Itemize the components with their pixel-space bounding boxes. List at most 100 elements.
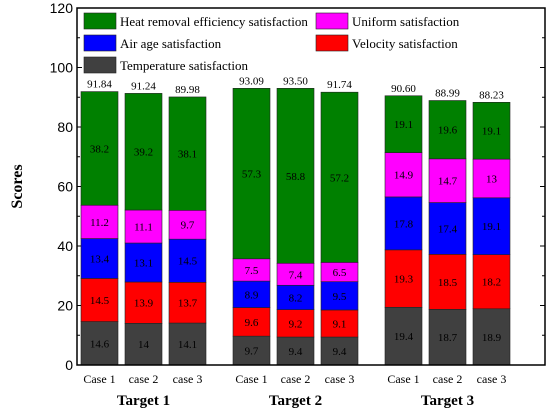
segment-value-label: 6.5 xyxy=(333,267,347,279)
bar-total-label: 89.98 xyxy=(175,84,200,96)
bar-segment-uniform-satisfaction xyxy=(168,210,207,240)
segment-value-label: 7.5 xyxy=(245,265,259,277)
segment-value-label: 19.1 xyxy=(482,221,501,233)
legend-label: Uniform satisfaction xyxy=(352,14,460,29)
segment-value-label: 19.3 xyxy=(394,274,414,286)
bar-segment-temperature-satisfaction xyxy=(232,335,271,366)
legend-swatch-heat-removal-efficiency-satisfaction xyxy=(83,12,117,30)
bar-segment-uniform-satisfaction xyxy=(472,158,511,199)
y-tick-label: 80 xyxy=(57,119,73,135)
bar-segment-heat-removal-efficiency-satisfaction xyxy=(276,88,315,264)
segment-value-label: 9.5 xyxy=(333,291,347,303)
bar-segment-uniform-satisfaction xyxy=(428,158,467,203)
segment-value-label: 39.2 xyxy=(134,147,153,159)
bar-segment-temperature-satisfaction xyxy=(428,309,467,366)
bar-segment-temperature-satisfaction xyxy=(124,323,163,366)
bar-segment-velocity-satisfaction xyxy=(124,281,163,324)
bar-segment-velocity-satisfaction xyxy=(80,278,119,322)
x-category-label: Case 1 xyxy=(235,372,267,386)
segment-value-label: 19.1 xyxy=(482,126,501,138)
y-tick-label: 60 xyxy=(57,179,73,195)
bar-total-label: 88.23 xyxy=(479,89,504,101)
bar-segment-heat-removal-efficiency-satisfaction xyxy=(384,95,423,153)
segment-value-label: 9.7 xyxy=(245,346,259,358)
x-group-label: Target 3 xyxy=(421,393,474,409)
segment-value-label: 18.5 xyxy=(438,277,458,289)
x-category-label: Case 1 xyxy=(83,372,115,386)
bar-segment-air-age-satisfaction xyxy=(428,202,467,255)
bar-segment-air-age-satisfaction xyxy=(320,281,359,311)
bar-total-label: 93.09 xyxy=(239,75,264,87)
segment-value-label: 18.7 xyxy=(438,332,458,344)
bar-segment-air-age-satisfaction xyxy=(168,238,207,283)
segment-value-label: 13 xyxy=(486,173,498,185)
bar-segment-velocity-satisfaction xyxy=(428,254,467,310)
legend-label: Air age satisfaction xyxy=(120,36,222,51)
bar-segment-temperature-satisfaction xyxy=(276,336,315,366)
y-axis-ticks: 0 20 40 60 80 100 120 xyxy=(50,0,545,373)
segment-value-label: 8.2 xyxy=(289,292,303,304)
bar-segment-velocity-satisfaction xyxy=(320,309,359,338)
y-axis-title-group: Scores xyxy=(9,164,26,208)
bar-segment-heat-removal-efficiency-satisfaction xyxy=(320,91,359,263)
bar-segment-temperature-satisfaction xyxy=(384,306,423,366)
legend-label: Temperature satisfaction xyxy=(120,58,248,73)
legend-swatch-uniform-satisfaction xyxy=(315,12,349,30)
segment-value-label: 9.4 xyxy=(289,346,303,358)
plot-frame xyxy=(76,7,546,366)
bar-segment-velocity-satisfaction xyxy=(472,254,511,310)
segment-value-label: 11.1 xyxy=(134,222,153,234)
bar-total-label: 91.84 xyxy=(87,79,112,91)
segment-value-label: 14.7 xyxy=(438,176,458,188)
bar-segment-velocity-satisfaction xyxy=(168,281,207,324)
bar-segment-air-age-satisfaction xyxy=(80,238,119,279)
bar-segment-heat-removal-efficiency-satisfaction xyxy=(80,91,119,206)
segment-value-label: 9.1 xyxy=(333,318,347,330)
segment-value-label: 14.5 xyxy=(90,295,110,307)
x-category-label: case 3 xyxy=(477,372,507,386)
y-tick-label: 120 xyxy=(50,0,74,16)
segment-value-label: 8.9 xyxy=(245,289,259,301)
segment-value-label: 18.2 xyxy=(482,277,501,289)
x-category-label: case 2 xyxy=(129,372,159,386)
bar-segment-air-age-satisfaction xyxy=(472,197,511,255)
x-category-label: case 3 xyxy=(173,372,203,386)
bar-segment-temperature-satisfaction xyxy=(80,321,119,366)
bar-segment-heat-removal-efficiency-satisfaction xyxy=(124,93,163,211)
segment-value-label: 9.7 xyxy=(181,220,195,232)
bar-total-label: 91.74 xyxy=(327,79,352,91)
bar-segment-temperature-satisfaction xyxy=(472,308,511,366)
x-category-label: case 2 xyxy=(281,372,311,386)
legend-swatch-velocity-satisfaction xyxy=(315,34,349,52)
segment-value-label: 57.3 xyxy=(242,169,262,181)
bar-total-label: 93.50 xyxy=(283,75,308,87)
segment-value-label: 14.5 xyxy=(178,256,198,268)
segment-value-label: 38.1 xyxy=(178,149,197,161)
segment-value-label: 18.9 xyxy=(482,332,502,344)
bar-segment-air-age-satisfaction xyxy=(232,280,271,308)
segment-value-label: 7.4 xyxy=(289,269,303,281)
bar-total-label: 88.99 xyxy=(435,88,460,100)
y-tick-label: 0 xyxy=(65,357,73,373)
bar-segment-uniform-satisfaction xyxy=(124,209,163,244)
x-group-label: Target 2 xyxy=(269,393,322,409)
segment-value-label: 19.6 xyxy=(438,125,458,137)
segment-value-label: 13.1 xyxy=(134,258,153,270)
legend-label: Velocity satisfaction xyxy=(352,36,458,51)
legend-label: Heat removal efficiency satisfaction xyxy=(120,14,308,29)
y-tick-label: 20 xyxy=(57,298,73,314)
labels-layer: 14.6 14.5 13.4 11.2 38.2 91.84 14 13.9 13.1 11.1 3… xyxy=(87,75,504,358)
legend-swatch-temperature-satisfaction xyxy=(83,56,117,74)
segment-value-label: 13.4 xyxy=(90,253,110,265)
segment-value-label: 17.8 xyxy=(394,218,414,230)
legend: Heat removal efficiency satisfaction Unif… xyxy=(83,12,460,74)
bar-segment-heat-removal-efficiency-satisfaction xyxy=(232,88,271,260)
x-category-label: case 2 xyxy=(433,372,463,386)
legend-swatch-air-age-satisfaction xyxy=(83,34,117,52)
segment-value-label: 38.2 xyxy=(90,143,109,155)
bar-segment-heat-removal-efficiency-satisfaction xyxy=(428,100,467,160)
segment-value-label: 13.7 xyxy=(178,298,198,310)
y-tick-label: 40 xyxy=(57,238,73,254)
bar-segment-heat-removal-efficiency-satisfaction xyxy=(168,96,207,211)
